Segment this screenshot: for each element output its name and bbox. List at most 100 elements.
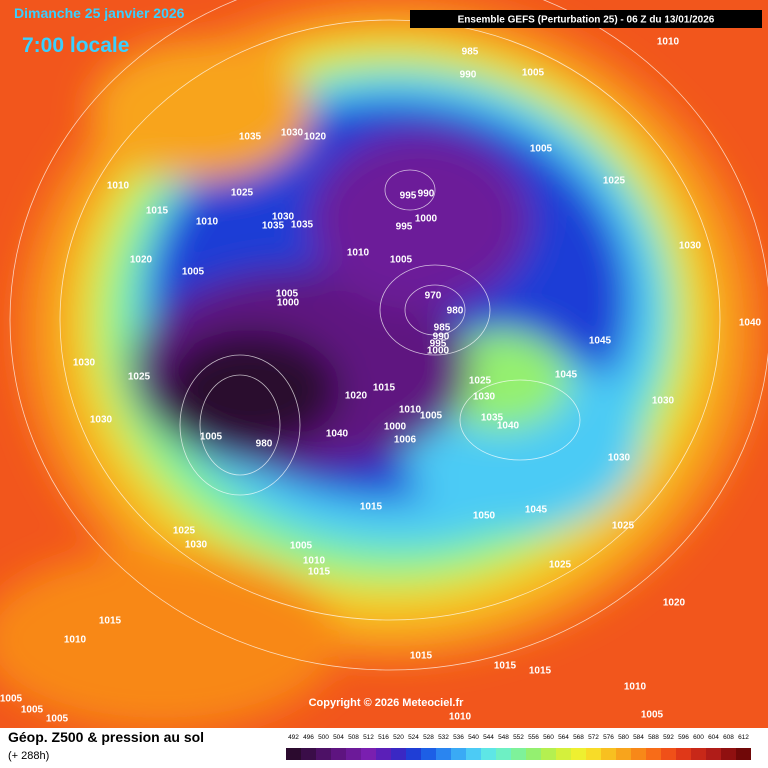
legend-swatch [286, 748, 301, 760]
isobar-label: 1005 [200, 432, 223, 443]
legend-swatch [316, 748, 331, 760]
isobar-label: 1005 [0, 694, 23, 705]
isobar-label: 1040 [739, 318, 762, 329]
legend-label: 572 [588, 734, 599, 741]
isobar-label: 1005 [21, 705, 44, 716]
legend-label: 536 [453, 734, 464, 741]
isobar-label: 1010 [303, 556, 326, 567]
isobar-label: 1035 [481, 413, 504, 424]
isobar-label: 995 [400, 191, 417, 202]
legend-label: 516 [378, 734, 389, 741]
legend-swatch [706, 748, 721, 760]
isobar-label: 1025 [173, 526, 196, 537]
legend-swatch [301, 748, 316, 760]
isobar-label: 1005 [530, 144, 553, 155]
time: 7:00 locale [22, 34, 129, 57]
isobar-label: 1035 [239, 132, 262, 143]
isobar-label: 1030 [90, 415, 113, 426]
legend-label: 596 [678, 734, 689, 741]
legend-label: 548 [498, 734, 509, 741]
legend-label: 592 [663, 734, 674, 741]
legend-label: 508 [348, 734, 359, 741]
map: Dimanche 25 janvier 2026 7:00 locale Ens… [0, 0, 768, 728]
isobar-label: 1005 [420, 411, 443, 422]
isobar-label: 1015 [308, 567, 331, 578]
isobar-label: 1025 [612, 521, 635, 532]
isobar-label: 995 [430, 339, 447, 350]
isobar-label: 1030 [608, 453, 631, 464]
isobar-label: 1015 [146, 206, 169, 217]
footer-title: Géop. Z500 & pression au sol [8, 729, 204, 745]
isobar-label: 1020 [130, 255, 153, 266]
isobar-label: 995 [396, 222, 413, 233]
isobar-label: 1005 [290, 541, 313, 552]
isobar-label: 1040 [326, 429, 349, 440]
isobar-label: 1045 [555, 370, 578, 381]
legend-swatch [331, 748, 346, 760]
isobar-label: 1030 [679, 241, 702, 252]
isobar-label: 1020 [663, 598, 686, 609]
copyright: Copyright © 2026 Meteociel.fr [309, 697, 465, 709]
isobars [9, 0, 768, 671]
field-layers [0, 0, 760, 728]
legend-swatch [601, 748, 616, 760]
legend-label: 524 [408, 734, 419, 741]
legend-swatch [646, 748, 661, 760]
isobar-label: 1025 [603, 176, 626, 187]
isobar-label: 985 [462, 47, 479, 58]
legend-label: 600 [693, 734, 704, 741]
legend-swatch [496, 748, 511, 760]
isobar-label: 1015 [494, 661, 517, 672]
isobar-label: 990 [418, 189, 435, 200]
legend-swatch [421, 748, 436, 760]
isobar-label: 985 [434, 323, 451, 334]
isobar-label: 1006 [394, 435, 417, 446]
isobar-label: 1025 [231, 188, 254, 199]
isobar-label: 1010 [347, 248, 370, 259]
isobar-label: 1005 [46, 714, 69, 725]
footer-lead: (+ 288h) [8, 750, 49, 762]
isobar-label: 1000 [415, 214, 438, 225]
legend-swatch [451, 748, 466, 760]
isobar-label: 980 [256, 439, 273, 450]
isobar-label: 1000 [427, 346, 450, 357]
isobar-label: 1015 [99, 616, 122, 627]
legend-swatch [736, 748, 751, 760]
legend-label: 540 [468, 734, 479, 741]
legend-label: 496 [303, 734, 314, 741]
isobar-label: 980 [447, 306, 464, 317]
legend-swatch [691, 748, 706, 760]
isobar-label: 1025 [469, 376, 492, 387]
legend-label: 504 [333, 734, 344, 741]
isobar-label: 1025 [128, 372, 151, 383]
legend-label: 560 [543, 734, 554, 741]
legend-swatch [586, 748, 601, 760]
legend-label: 612 [738, 734, 749, 741]
isobar-label: 970 [425, 291, 442, 302]
isobar-label: 1010 [107, 181, 130, 192]
legend-swatch [676, 748, 691, 760]
isobar-label: 1030 [281, 128, 304, 139]
legend-label: 564 [558, 734, 569, 741]
legend-swatch [391, 748, 406, 760]
isobar-label: 1030 [473, 392, 496, 403]
legend-swatch [481, 748, 496, 760]
isobar-label: 990 [433, 332, 450, 343]
isobar-label: 1030 [652, 396, 675, 407]
legend-label: 576 [603, 734, 614, 741]
legend-label: 556 [528, 734, 539, 741]
legend-swatch [466, 748, 481, 760]
legend-label: 608 [723, 734, 734, 741]
isobar-label: 1005 [390, 255, 413, 266]
legend-label: 580 [618, 734, 629, 741]
isobar-label: 1005 [522, 68, 545, 79]
legend-swatch [541, 748, 556, 760]
isobar-label: 1010 [624, 682, 647, 693]
isobar-label: 1010 [399, 405, 422, 416]
date: Dimanche 25 janvier 2026 [14, 5, 185, 21]
isobar-label: 1010 [64, 635, 87, 646]
isobar-label: 1045 [589, 336, 612, 347]
legend-swatch [616, 748, 631, 760]
isobar-label: 1010 [657, 37, 680, 48]
